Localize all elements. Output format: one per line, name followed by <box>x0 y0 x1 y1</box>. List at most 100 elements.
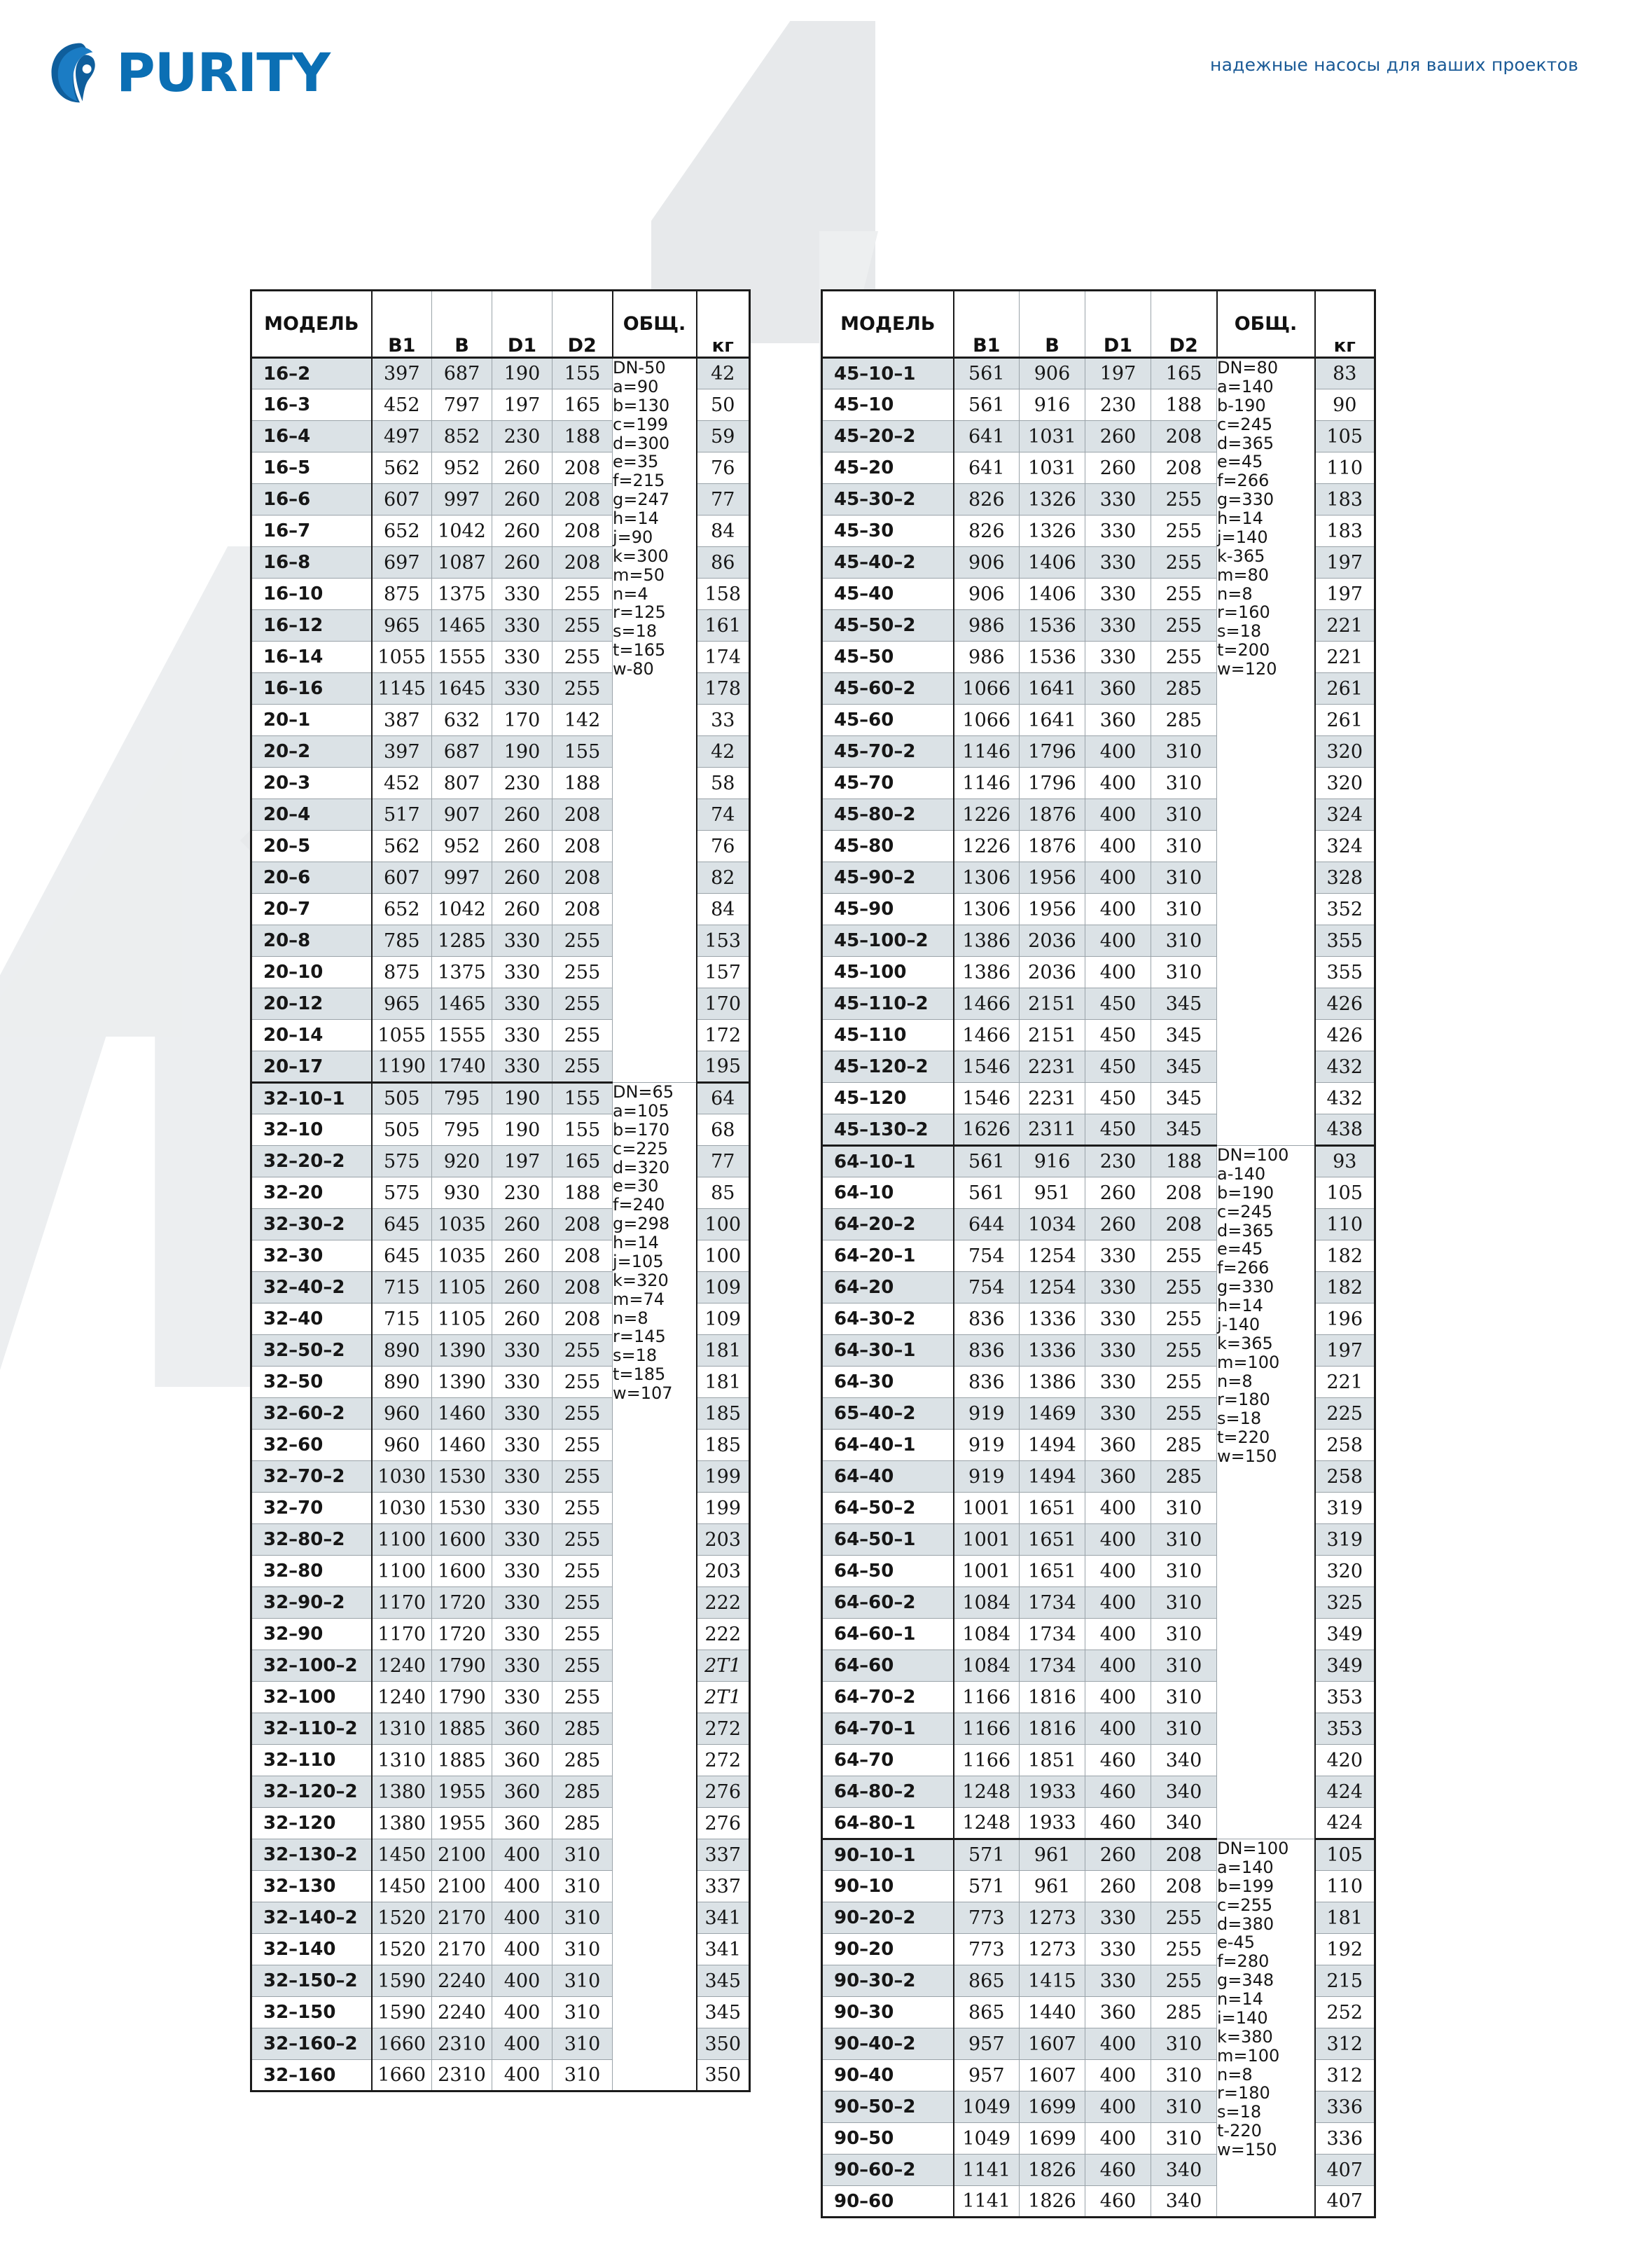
cell-b1: 1084 <box>953 1618 1020 1650</box>
cell-b1: 571 <box>953 1870 1020 1902</box>
cell-d2: 142 <box>552 704 613 736</box>
cell-b: 1336 <box>1019 1303 1085 1335</box>
cell-b: 920 <box>431 1145 492 1177</box>
cell-model: 32–150–2 <box>251 1965 373 1997</box>
cell-b: 1734 <box>1019 1586 1085 1619</box>
cell-kg: 203 <box>695 1555 750 1587</box>
cell-kg: 181 <box>1314 1902 1375 1934</box>
cell-b1: 641 <box>953 452 1020 484</box>
cell-b1: 1146 <box>953 735 1020 768</box>
cell-d2: 208 <box>552 1303 613 1335</box>
cell-d2: 155 <box>552 735 613 768</box>
cell-b1: 1520 <box>371 1933 432 1965</box>
cell-d1: 260 <box>492 798 553 831</box>
cell-d1: 260 <box>492 893 553 925</box>
cell-b1: 785 <box>371 925 432 957</box>
cell-d1: 400 <box>1085 2122 1151 2155</box>
cell-b1: 1166 <box>953 1713 1020 1745</box>
cell-kg: 2T1 <box>695 1681 750 1713</box>
cell-d1: 330 <box>492 1650 553 1682</box>
cell-b1: 836 <box>953 1303 1020 1335</box>
cell-kg: 174 <box>695 641 750 673</box>
cell-d2: 310 <box>1151 956 1217 988</box>
cell-b: 2240 <box>431 1965 492 1997</box>
cell-d1: 330 <box>1085 578 1151 610</box>
cell-b1: 1030 <box>371 1460 432 1493</box>
cell-b: 1885 <box>431 1713 492 1745</box>
cell-b1: 1146 <box>953 767 1020 799</box>
table-row: 64–80–1 1248 1933 460 340 424 <box>821 1807 1375 1840</box>
table-row: 64–50 1001 1651 400 310 320 <box>821 1555 1375 1587</box>
cell-model: 64–30 <box>821 1366 954 1398</box>
cell-d2: 208 <box>1151 1870 1217 1902</box>
cell-b1: 773 <box>953 1902 1020 1934</box>
cell-d1: 400 <box>1085 1650 1151 1682</box>
cell-d2: 208 <box>1151 420 1217 452</box>
cell-model: 32–40 <box>251 1303 373 1335</box>
cell-d2: 255 <box>1151 1397 1217 1430</box>
cell-b1: 875 <box>371 956 432 988</box>
cell-d2: 285 <box>552 1744 613 1776</box>
cell-kg: 258 <box>1314 1429 1375 1461</box>
cell-kg: 407 <box>1314 2154 1375 2186</box>
cell-dimension-block: DN=80 a=140 b-190 c=245 d=365 e=45 f=266… <box>1216 357 1315 1146</box>
cell-b: 2240 <box>431 1996 492 2028</box>
col-header-obsh: ОБЩ. <box>611 290 697 359</box>
cell-d2: 255 <box>552 1460 613 1493</box>
cell-d2: 255 <box>552 1397 613 1430</box>
cell-b1: 1190 <box>371 1051 432 1084</box>
cell-b: 1555 <box>431 641 492 673</box>
cell-b: 2151 <box>1019 988 1085 1020</box>
cell-d2: 188 <box>552 420 613 452</box>
table-row: 32–150 1590 2240 400 310 345 <box>251 1996 750 2028</box>
cell-d2: 165 <box>552 1145 613 1177</box>
cell-b1: 641 <box>953 420 1020 452</box>
cell-b: 906 <box>1019 357 1085 389</box>
cell-d2: 310 <box>1151 2091 1217 2123</box>
cell-b: 1740 <box>431 1051 492 1084</box>
cell-model: 90–50–2 <box>821 2091 954 2123</box>
cell-b1: 836 <box>953 1366 1020 1398</box>
cell-model: 20–4 <box>251 798 373 831</box>
cell-d1: 260 <box>1085 1208 1151 1240</box>
cell-b: 1386 <box>1019 1366 1085 1398</box>
cell-b1: 1066 <box>953 672 1020 705</box>
cell-kg: 252 <box>1314 1996 1375 2028</box>
cell-kg: 272 <box>695 1744 750 1776</box>
cell-b1: 1240 <box>371 1681 432 1713</box>
brand-logo: PURITY <box>48 41 331 105</box>
cell-model: 32–130 <box>251 1870 373 1902</box>
cell-d2: 255 <box>1151 1240 1217 1272</box>
cell-model: 90–10 <box>821 1870 954 1902</box>
cell-d1: 400 <box>1085 925 1151 957</box>
cell-model: 64–30–1 <box>821 1334 954 1367</box>
cell-b: 1933 <box>1019 1807 1085 1840</box>
cell-b1: 1380 <box>371 1807 432 1839</box>
cell-b1: 1450 <box>371 1839 432 1871</box>
cell-d2: 340 <box>1151 1744 1217 1776</box>
cell-b1: 875 <box>371 578 432 610</box>
cell-b1: 1055 <box>371 641 432 673</box>
cell-model: 45–100 <box>821 956 954 988</box>
cell-b: 997 <box>431 483 492 516</box>
cell-model: 90–40–2 <box>821 2028 954 2060</box>
cell-model: 16–16 <box>251 672 373 705</box>
cell-d2: 310 <box>1151 767 1217 799</box>
cell-d2: 310 <box>1151 1492 1217 1524</box>
cell-b1: 1001 <box>953 1492 1020 1524</box>
col-header-obsh: ОБЩ. <box>1216 290 1316 359</box>
cell-model: 45–30–2 <box>821 483 954 516</box>
cell-kg: 407 <box>1314 2185 1375 2218</box>
cell-d1: 400 <box>1085 735 1151 768</box>
cell-model: 64–20–1 <box>821 1240 954 1272</box>
cell-model: 45–10–1 <box>821 357 954 389</box>
cell-model: 45–60 <box>821 704 954 736</box>
cell-d1: 190 <box>492 357 553 389</box>
table-row: 64–30–1 836 1336 330 255 197 <box>821 1334 1375 1367</box>
table-row: 45–60–2 1066 1641 360 285 261 <box>821 672 1375 705</box>
cell-kg: 221 <box>1314 1366 1375 1398</box>
cell-b1: 1590 <box>371 1965 432 1997</box>
cell-b: 2100 <box>431 1870 492 1902</box>
cell-b: 1607 <box>1019 2028 1085 2060</box>
cell-kg: 203 <box>695 1523 750 1556</box>
